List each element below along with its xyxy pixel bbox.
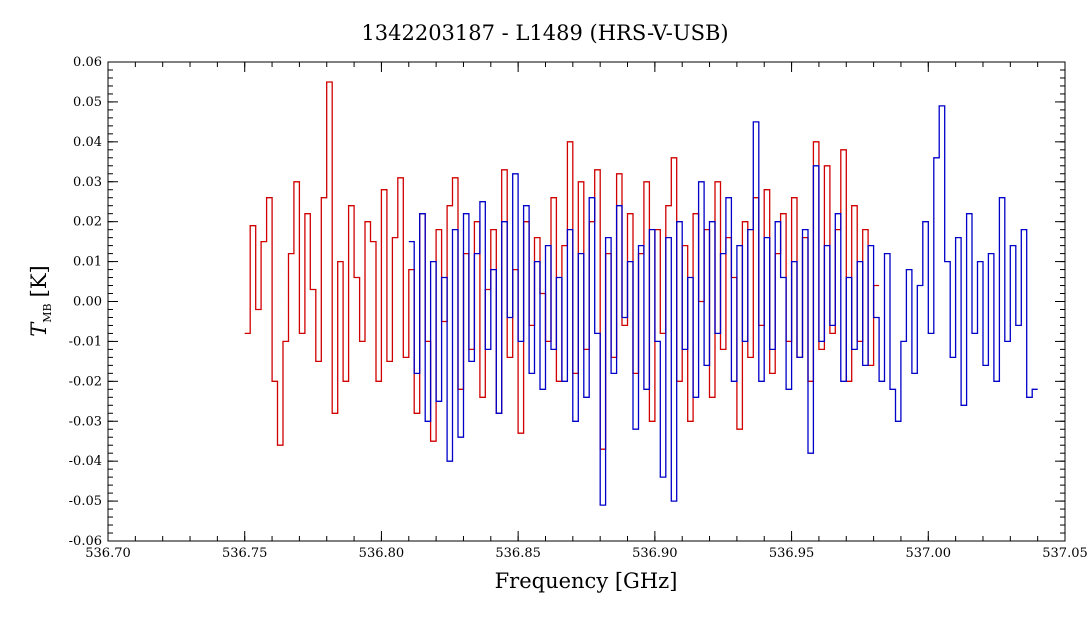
x-tick-label: 536.85 [495, 546, 541, 561]
y-tick-label: -0.04 [69, 454, 102, 469]
x-tick-label: 537.00 [906, 546, 952, 561]
y-tick-label: -0.03 [69, 414, 102, 429]
y-axis-label-subscript: MB [41, 303, 54, 322]
x-tick-label: 536.80 [359, 546, 405, 561]
svg-text:TMB[K]: TMB [K] [27, 265, 54, 336]
x-tick-label: 536.70 [85, 546, 131, 561]
y-tick-label: -0.05 [69, 494, 102, 509]
series-layer [244, 81, 1038, 506]
x-tick-label: 536.95 [769, 546, 815, 561]
plot-area: 536.70 536.75 536.80 536.85 536.90 536.95 537.… [69, 55, 1088, 561]
x-tick-label: 536.75 [222, 546, 268, 561]
x-tick-label: 537.05 [1042, 546, 1088, 561]
y-tick-label: 0.00 [73, 295, 102, 310]
y-axis-label: TMB [K] [27, 265, 54, 336]
y-tick-label: -0.06 [69, 534, 102, 549]
ticks-layer: 536.70 536.75 536.80 536.85 536.90 536.95 537.… [69, 55, 1088, 561]
y-tick-label: 0.01 [73, 255, 102, 270]
x-tick-label: 536.90 [632, 546, 678, 561]
y-tick-label: -0.01 [69, 334, 102, 349]
y-tick-label: -0.02 [69, 374, 102, 389]
series-line-1 [244, 81, 880, 450]
y-axis-label-unit: [K] [27, 265, 51, 297]
y-tick-label: 0.03 [73, 175, 102, 190]
y-tick-label: 0.05 [73, 95, 102, 110]
y-tick-label: 0.02 [73, 215, 102, 230]
x-axis-label: Frequency [GHz] [495, 569, 678, 593]
y-axis-label-symbol: T [27, 321, 51, 337]
series-line-2 [408, 105, 1038, 506]
chart-title: 1342203187 - L1489 (HRS-V-USB) [361, 21, 728, 45]
y-tick-label: 0.04 [73, 135, 102, 150]
y-tick-label: 0.06 [73, 55, 102, 70]
plot-frame [107, 61, 1066, 542]
